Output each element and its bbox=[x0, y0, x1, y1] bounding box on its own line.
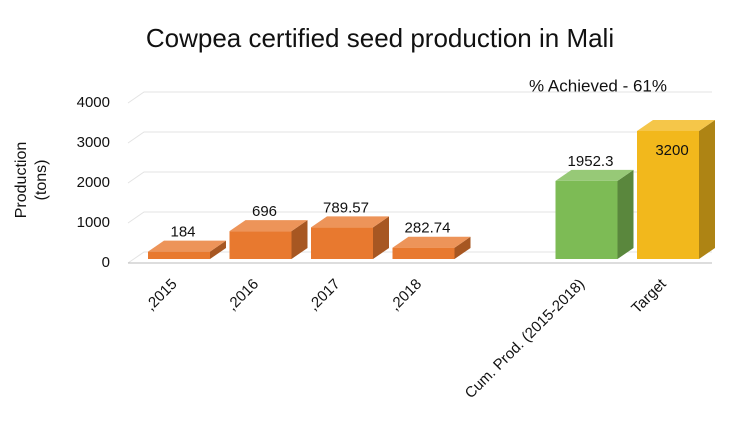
bar-side bbox=[699, 120, 715, 259]
bar-top bbox=[229, 220, 308, 232]
data-label: 282.74 bbox=[405, 220, 451, 237]
y-tick-label: 4000 bbox=[77, 94, 110, 111]
y-tick-label: 3000 bbox=[77, 134, 110, 151]
y-tick-label: 0 bbox=[102, 254, 110, 271]
bar-top bbox=[637, 120, 715, 131]
bar bbox=[637, 131, 699, 259]
bar-top bbox=[555, 169, 634, 181]
grid-line bbox=[127, 251, 712, 264]
grid-line bbox=[127, 91, 712, 104]
bar bbox=[148, 251, 210, 259]
grid-line bbox=[127, 211, 712, 224]
x-tick-label: ,2016 bbox=[224, 276, 263, 315]
data-label: 1952.3 bbox=[568, 153, 614, 170]
x-tick-label: Cum. Prod. (2015-2018) bbox=[462, 276, 588, 402]
bar bbox=[392, 247, 455, 259]
data-label: 184 bbox=[170, 224, 195, 241]
bar-side bbox=[210, 240, 226, 259]
bar-top bbox=[148, 240, 226, 252]
x-tick-label: ,2015 bbox=[142, 276, 181, 315]
y-tick-label: 1000 bbox=[77, 214, 110, 231]
x-tick-label: ,2017 bbox=[305, 276, 344, 315]
bar-top bbox=[311, 216, 389, 228]
data-label: 696 bbox=[252, 203, 277, 220]
grid-line bbox=[127, 171, 712, 184]
y-tick-label: 2000 bbox=[77, 174, 110, 191]
annotation: % Achieved - 61% bbox=[529, 76, 667, 95]
bar-side bbox=[454, 236, 471, 259]
bar bbox=[311, 227, 373, 259]
y-axis-label: Production (tons) bbox=[13, 141, 50, 219]
bar-side bbox=[291, 220, 308, 259]
x-tick-label: Target bbox=[628, 275, 670, 317]
grid-line bbox=[127, 131, 712, 144]
data-label: 789.57 bbox=[323, 199, 369, 216]
bar bbox=[229, 231, 292, 259]
bar-side bbox=[617, 169, 634, 259]
bar-side bbox=[373, 216, 389, 259]
bar-top bbox=[392, 236, 471, 248]
x-tick-label: ,2018 bbox=[387, 276, 426, 315]
chart-title: Cowpea certified seed production in Mali bbox=[146, 23, 614, 53]
bar bbox=[555, 180, 618, 259]
data-label: 3200 bbox=[655, 142, 688, 159]
